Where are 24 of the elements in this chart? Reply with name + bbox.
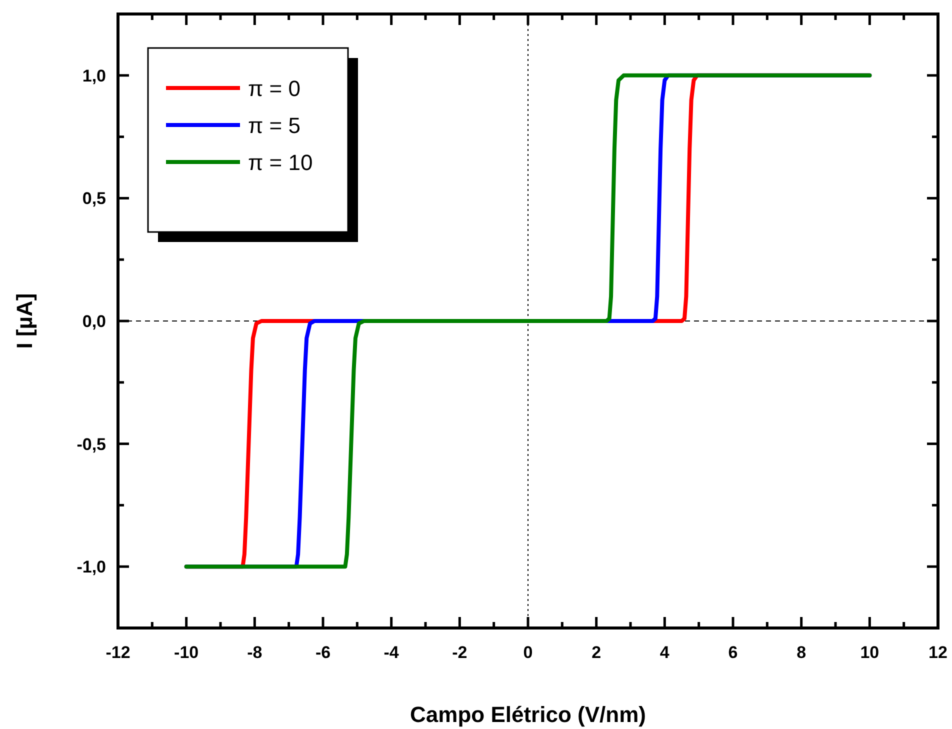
x-tick-label: 0 [523,643,533,662]
x-tick-label: -4 [384,643,400,662]
x-tick-label: 2 [592,643,602,662]
y-tick-label: 0,0 [82,312,106,331]
legend-label: π = 10 [248,150,313,175]
x-tick-label: 10 [860,643,880,662]
x-tick-label: -6 [315,643,331,662]
x-tick-label: -10 [174,643,199,662]
x-tick-label: 8 [796,643,806,662]
y-tick-label: -0,5 [76,434,106,454]
x-tick-label: -12 [106,643,130,662]
x-tick-label: -2 [452,643,468,662]
x-tick-label: 4 [660,643,670,662]
line-series [184,73,872,569]
x-tick-label: -8 [247,643,262,662]
legend-label: π = 5 [248,113,300,138]
legend-label: π = 0 [248,76,300,101]
x-axis-title: Campo Elétrico (V/nm) [410,702,646,727]
y-tick-label: 0,5 [82,189,106,208]
x-tick-label: 12 [928,643,948,662]
y-axis-title: I [µA] [12,293,37,349]
y-tick-label: 1,0 [82,66,106,86]
y-tick-label: -1,0 [76,558,106,577]
x-tick-label: 6 [728,643,738,662]
